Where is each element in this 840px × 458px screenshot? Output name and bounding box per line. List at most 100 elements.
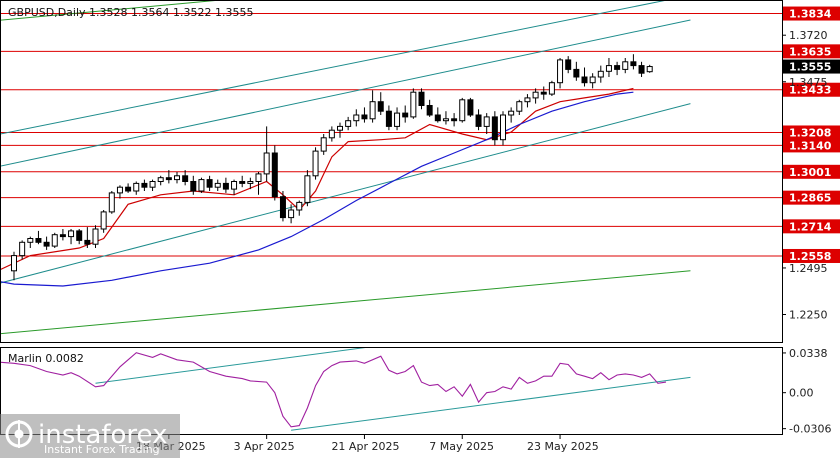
marlin-upper-trend-line bbox=[95, 348, 366, 384]
mid-channel-line bbox=[1, 19, 691, 167]
candle bbox=[491, 111, 498, 146]
candle bbox=[377, 92, 384, 115]
level-price-label: 1.3208 bbox=[789, 126, 831, 139]
indicator-tick-label: -0.0306 bbox=[789, 423, 831, 436]
candle bbox=[222, 177, 229, 193]
candle bbox=[451, 113, 458, 127]
current-price-tag: 1.3555 bbox=[783, 59, 840, 74]
candle bbox=[524, 94, 531, 108]
level-price-label: 1.2558 bbox=[789, 250, 831, 263]
candle bbox=[630, 54, 637, 70]
level-price-tag: 1.3208 bbox=[783, 125, 840, 140]
candle bbox=[337, 122, 343, 138]
candle bbox=[320, 134, 327, 155]
horizontal-levels bbox=[1, 13, 782, 257]
candle bbox=[247, 177, 254, 190]
candle bbox=[279, 191, 286, 222]
candle bbox=[271, 145, 278, 201]
indicator-label: Marlin 0.0082 bbox=[8, 352, 84, 365]
level-price-label: 1.2865 bbox=[789, 192, 831, 205]
candle bbox=[76, 229, 83, 245]
time-tick-label: 23 May 2025 bbox=[527, 440, 599, 453]
candle bbox=[385, 105, 392, 131]
green-trend-line bbox=[1, 270, 691, 335]
candle bbox=[312, 147, 319, 180]
candle bbox=[442, 111, 449, 125]
candle bbox=[475, 109, 482, 131]
candle bbox=[43, 236, 50, 250]
candle bbox=[565, 56, 572, 74]
candle bbox=[165, 170, 172, 184]
candle bbox=[353, 109, 360, 127]
price-tick-label: 1.2495 bbox=[789, 262, 828, 275]
watermark-name: instaforex bbox=[38, 420, 167, 450]
level-price-tag: 1.3001 bbox=[783, 164, 840, 179]
candle bbox=[622, 58, 629, 74]
indicator-trend-lines bbox=[95, 348, 691, 431]
candle bbox=[304, 170, 311, 207]
candle bbox=[27, 236, 34, 248]
upper-channel-line bbox=[1, 1, 665, 135]
candle bbox=[557, 58, 564, 89]
price-tick-label: 1.2250 bbox=[789, 309, 828, 322]
candle bbox=[84, 227, 91, 248]
marlin-lower-trend-line bbox=[291, 376, 691, 431]
candle bbox=[402, 105, 409, 123]
level-price-label: 1.3834 bbox=[789, 8, 832, 21]
candle bbox=[483, 113, 490, 134]
indicator-pane: 0.0338 0.00 -0.0306 bbox=[1, 347, 831, 436]
candle bbox=[125, 183, 132, 193]
candle bbox=[548, 80, 555, 96]
candle bbox=[418, 88, 425, 110]
candle bbox=[157, 175, 164, 186]
candle bbox=[288, 204, 295, 224]
candle bbox=[467, 97, 474, 117]
level-price-label: 1.3001 bbox=[789, 166, 831, 179]
candle bbox=[328, 126, 335, 142]
candle bbox=[361, 107, 368, 123]
level-price-tag: 1.3635 bbox=[783, 44, 840, 59]
candle bbox=[108, 191, 115, 214]
candle bbox=[638, 61, 645, 77]
candle bbox=[434, 107, 441, 123]
level-price-tag: 1.2714 bbox=[783, 219, 840, 234]
candle bbox=[508, 107, 515, 123]
price-tick-label: 1.3720 bbox=[789, 29, 828, 42]
candle bbox=[605, 58, 612, 77]
candle bbox=[239, 175, 246, 188]
candle bbox=[516, 99, 523, 115]
candle bbox=[532, 88, 539, 104]
candle bbox=[614, 61, 621, 76]
indicator-tick-label: 0.00 bbox=[789, 387, 814, 400]
price-tick-label: 1.3475 bbox=[789, 76, 828, 89]
candle bbox=[35, 230, 42, 245]
level-price-tag: 1.3433 bbox=[783, 82, 840, 97]
candle bbox=[174, 172, 180, 184]
indicator-tick-label: 0.0338 bbox=[789, 347, 828, 360]
candle bbox=[345, 116, 352, 131]
channel-lines bbox=[1, 1, 691, 335]
candle bbox=[149, 179, 156, 191]
candle bbox=[255, 172, 262, 195]
indicator-axis: 0.0338 0.00 -0.0306 bbox=[782, 347, 831, 436]
chart-header: GBPUSD,Daily 1.3528 1.3564 1.3522 1.3555 bbox=[8, 6, 253, 19]
level-price-tag: 1.3140 bbox=[783, 138, 840, 153]
candle bbox=[589, 73, 596, 89]
watermark-tagline: Instant Forex Trading bbox=[44, 443, 160, 456]
candle bbox=[410, 88, 417, 119]
level-price-label: 1.2714 bbox=[789, 220, 832, 233]
red-ma bbox=[1, 87, 634, 270]
level-price-tag: 1.2865 bbox=[783, 190, 840, 205]
candles bbox=[11, 54, 653, 281]
candle bbox=[59, 229, 66, 241]
candle bbox=[573, 61, 580, 81]
candle bbox=[133, 181, 140, 195]
marlin-line bbox=[1, 352, 667, 428]
level-price-tag: 1.2558 bbox=[783, 248, 840, 263]
moving-averages bbox=[1, 87, 634, 287]
level-price-tag: 1.3834 bbox=[783, 6, 840, 21]
blue-ma bbox=[1, 91, 634, 287]
